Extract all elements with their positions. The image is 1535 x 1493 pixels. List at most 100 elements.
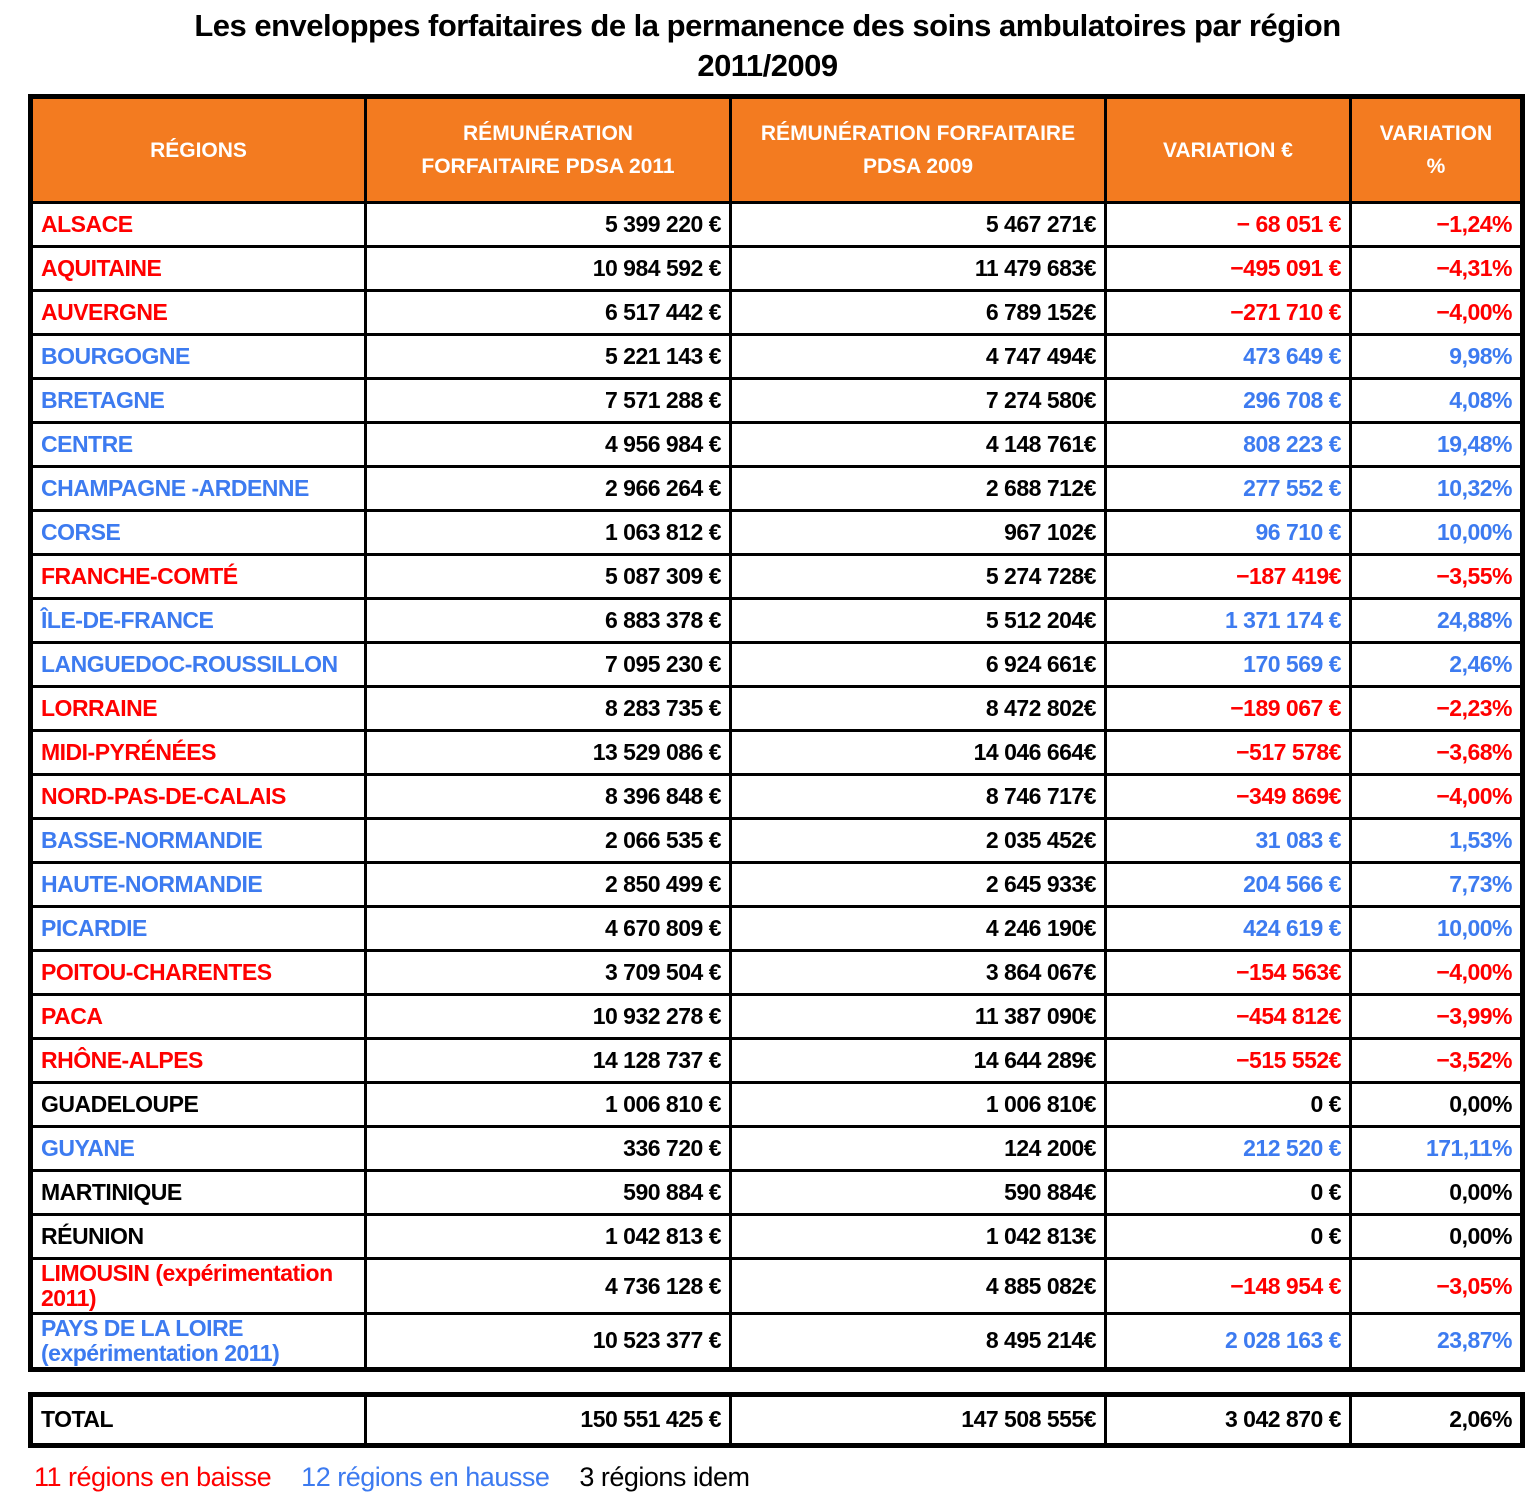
variation-pct-value: 171,11% xyxy=(1349,1125,1524,1173)
region-name: ALSACE xyxy=(29,201,367,249)
variation-pct-value: 1,53% xyxy=(1349,817,1524,865)
legend-regions-up: 12 régions en hausse xyxy=(301,1461,550,1492)
variation-eur-value: 212 520 € xyxy=(1104,1125,1352,1173)
pdsa-2011-value: 1 063 812 € xyxy=(364,509,732,557)
pdsa-2011-value: 13 529 086 € xyxy=(364,729,732,777)
title-line2: 2011/2009 xyxy=(697,47,838,83)
table-row: POITOU-CHARENTES 3 709 504 €3 864 067€ −15… xyxy=(29,949,1524,997)
variation-pct-value: −3,05% xyxy=(1349,1257,1524,1315)
pdsa-2009-value: 124 200€ xyxy=(729,1125,1107,1173)
pdsa-2011-value: 2 966 264 € xyxy=(364,465,732,513)
variation-eur-value: −349 869€ xyxy=(1104,773,1352,821)
table-row: BASSE-NORMANDIE 2 066 535 €2 035 452€ 31 0… xyxy=(29,817,1524,865)
pdsa-2011-value: 2 850 499 € xyxy=(364,861,732,909)
pdsa-2009-value: 3 864 067€ xyxy=(729,949,1107,997)
table-body: ALSACE 5 399 220 €5 467 271€ − 68 051 € −1,… xyxy=(29,201,1524,1371)
table-row: CHAMPAGNE -ARDENNE 2 966 264 €2 688 712€ 2… xyxy=(29,465,1524,513)
variation-eur-value: −515 552€ xyxy=(1104,1037,1352,1085)
pdsa-2009-value: 1 006 810€ xyxy=(729,1081,1107,1129)
variation-pct-value: 10,32% xyxy=(1349,465,1524,513)
region-name: PACA xyxy=(29,993,367,1041)
pdsa-2009-value: 590 884€ xyxy=(729,1169,1107,1217)
total-label: TOTAL xyxy=(29,1392,367,1447)
table-row: PAYS DE LA LOIRE (expérimentation 2011) 1… xyxy=(29,1312,1524,1371)
variation-eur-value: 473 649 € xyxy=(1104,333,1352,381)
report-page: Les enveloppes forfaitaires de la perman… xyxy=(28,8,1525,1492)
pdsa-2009-value: 11 387 090€ xyxy=(729,993,1107,1041)
pdsa-2009-value: 8 472 802€ xyxy=(729,685,1107,733)
pdsa-2011-value: 5 087 309 € xyxy=(364,553,732,601)
header-variation-pct: VARIATION % xyxy=(1349,95,1524,205)
legend-regions-same: 3 régions idem xyxy=(579,1461,750,1492)
variation-pct-value: −3,55% xyxy=(1349,553,1524,601)
variation-pct-value: −3,52% xyxy=(1349,1037,1524,1085)
pdsa-2011-value: 7 571 288 € xyxy=(364,377,732,425)
variation-eur-value: 0 € xyxy=(1104,1081,1352,1129)
region-name: ÎLE-DE-FRANCE xyxy=(29,597,367,645)
table-row: BRETAGNE 7 571 288 €7 274 580€ 296 708 €4,… xyxy=(29,377,1524,425)
table-row: ALSACE 5 399 220 €5 467 271€ − 68 051 € −1,… xyxy=(29,201,1524,249)
region-name: NORD-PAS-DE-CALAIS xyxy=(29,773,367,821)
region-name: BRETAGNE xyxy=(29,377,367,425)
region-name: POITOU-CHARENTES xyxy=(29,949,367,997)
variation-pct-value: −4,00% xyxy=(1349,289,1524,337)
variation-eur-value: 296 708 € xyxy=(1104,377,1352,425)
variation-eur-value: −517 578€ xyxy=(1104,729,1352,777)
total-pdsa-2009: 147 508 555€ xyxy=(729,1392,1107,1447)
region-name: FRANCHE-COMTÉ xyxy=(29,553,367,601)
pdsa-2009-value: 4 885 082€ xyxy=(729,1257,1107,1315)
pdsa-2009-value: 5 512 204€ xyxy=(729,597,1107,645)
footer-legend: 11 régions en baisse 12 régions en hausse… xyxy=(34,1462,1535,1493)
table-row: AUVERGNE 6 517 442 €6 789 152€ −271 710 € −… xyxy=(29,289,1524,337)
table-row: RÉUNION 1 042 813 €1 042 813€ 0 €0,00% xyxy=(29,1213,1524,1261)
variation-pct-value: −4,31% xyxy=(1349,245,1524,293)
variation-pct-value: 23,87% xyxy=(1349,1312,1524,1371)
pdsa-2011-value: 336 720 € xyxy=(364,1125,732,1173)
pdsa-2009-value: 5 467 271€ xyxy=(729,201,1107,249)
pdsa-2009-value: 1 042 813€ xyxy=(729,1213,1107,1261)
region-name: HAUTE-NORMANDIE xyxy=(29,861,367,909)
region-name: RÉUNION xyxy=(29,1213,367,1261)
pdsa-2011-value: 10 984 592 € xyxy=(364,245,732,293)
pdsa-2011-value: 8 396 848 € xyxy=(364,773,732,821)
pdsa-2011-value: 4 956 984 € xyxy=(364,421,732,469)
total-pdsa-2011: 150 551 425 € xyxy=(364,1392,732,1447)
variation-pct-value: 0,00% xyxy=(1349,1081,1524,1129)
pdsa-2009-value: 2 645 933€ xyxy=(729,861,1107,909)
legend-regions-down: 11 régions en baisse xyxy=(34,1461,272,1492)
total-variation-pct: 2,06% xyxy=(1349,1392,1524,1447)
region-name: LIMOUSIN (expérimentation 2011) xyxy=(29,1257,367,1315)
pdsa-2009-value: 7 274 580€ xyxy=(729,377,1107,425)
table-row: LIMOUSIN (expérimentation 2011) 4 736 128… xyxy=(29,1257,1524,1315)
region-name: CORSE xyxy=(29,509,367,557)
table-row: CORSE 1 063 812 €967 102€ 96 710 €10,00% xyxy=(29,509,1524,557)
variation-eur-value: 204 566 € xyxy=(1104,861,1352,909)
table-row: AQUITAINE 10 984 592 €11 479 683€ −495 091… xyxy=(29,245,1524,293)
title-line1: Les enveloppes forfaitaires de la perman… xyxy=(194,8,1341,43)
variation-pct-value: 10,00% xyxy=(1349,509,1524,557)
region-name: GUADELOUPE xyxy=(29,1081,367,1129)
variation-eur-value: 170 569 € xyxy=(1104,641,1352,689)
pdsa-2011-value: 2 066 535 € xyxy=(364,817,732,865)
pdsa-2009-value: 4 148 761€ xyxy=(729,421,1107,469)
pdsa-2011-value: 1 042 813 € xyxy=(364,1213,732,1261)
variation-eur-value: 808 223 € xyxy=(1104,421,1352,469)
variation-eur-value: −495 091 € xyxy=(1104,245,1352,293)
region-name: PAYS DE LA LOIRE (expérimentation 2011) xyxy=(29,1312,367,1371)
pdsa-2011-value: 6 883 378 € xyxy=(364,597,732,645)
variation-eur-value: −148 954 € xyxy=(1104,1257,1352,1315)
header-variation-eur: VARIATION € xyxy=(1104,95,1352,205)
pdsa-2011-value: 4 736 128 € xyxy=(364,1257,732,1315)
pdsa-2009-value: 4 747 494€ xyxy=(729,333,1107,381)
variation-eur-value: 2 028 163 € xyxy=(1104,1312,1352,1371)
table-row: RHÔNE-ALPES 14 128 737 €14 644 289€ −515 5… xyxy=(29,1037,1524,1085)
pdsa-2009-value: 8 746 717€ xyxy=(729,773,1107,821)
region-name: AQUITAINE xyxy=(29,245,367,293)
pdsa-2011-value: 6 517 442 € xyxy=(364,289,732,337)
variation-pct-value: 9,98% xyxy=(1349,333,1524,381)
variation-eur-value: 31 083 € xyxy=(1104,817,1352,865)
table-row: NORD-PAS-DE-CALAIS 8 396 848 €8 746 717€ −… xyxy=(29,773,1524,821)
pdsa-2011-value: 7 095 230 € xyxy=(364,641,732,689)
pdsa-2009-value: 4 246 190€ xyxy=(729,905,1107,953)
variation-pct-value: 4,08% xyxy=(1349,377,1524,425)
